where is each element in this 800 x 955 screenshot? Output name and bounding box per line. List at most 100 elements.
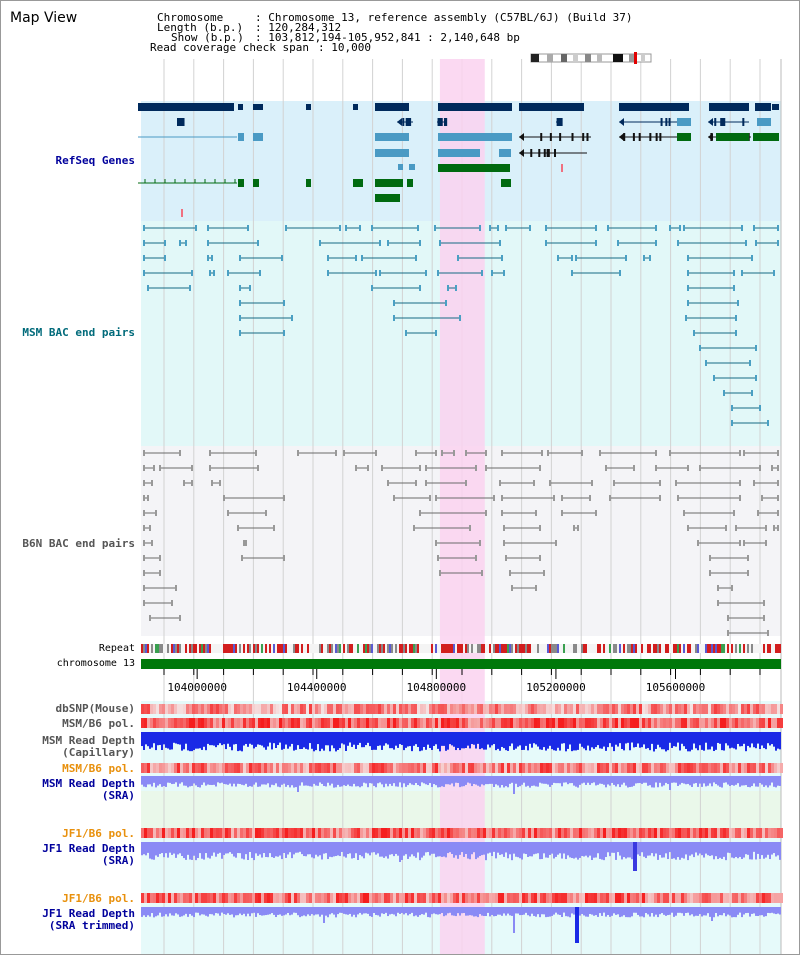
gene-feature [306, 179, 311, 187]
gene-feature [375, 133, 409, 141]
heat-cell [762, 893, 765, 903]
depth-bar [353, 732, 355, 745]
repeat-element [665, 644, 667, 653]
depth-bar [571, 732, 573, 752]
repeat-element [401, 644, 403, 653]
heat-cell [585, 718, 588, 728]
heat-cell [759, 763, 762, 773]
depth-bar [387, 732, 389, 745]
gene-feature [755, 103, 771, 111]
repeat-element [707, 644, 709, 653]
depth-bar [763, 776, 765, 787]
depth-bar [315, 732, 317, 751]
bac-end [257, 240, 259, 246]
depth-bar [501, 732, 503, 747]
heat-cell [279, 893, 282, 903]
selection-highlight[interactable] [439, 59, 485, 955]
heat-cell [162, 828, 165, 838]
depth-bar [763, 842, 765, 859]
bac-end [739, 540, 741, 546]
heat-cell [615, 718, 618, 728]
bac-end [155, 510, 157, 516]
depth-bar [341, 732, 343, 744]
repeat-element [505, 644, 507, 653]
heat-cell [579, 893, 582, 903]
depth-bar [401, 732, 403, 745]
heat-cell [318, 704, 321, 714]
heat-cell [426, 704, 429, 714]
depth-bar [375, 842, 377, 855]
heat-cell [651, 704, 654, 714]
heat-cell [342, 763, 345, 773]
repeat-element [545, 644, 547, 653]
heat-cell [243, 718, 246, 728]
depth-bar [437, 842, 439, 857]
bac-end [693, 330, 695, 336]
depth-bar [429, 907, 431, 918]
heat-cell [717, 718, 720, 728]
depth-bar [587, 732, 589, 746]
heat-cell [237, 718, 240, 728]
heat-cell [519, 704, 522, 714]
heat-cell [336, 763, 339, 773]
depth-bar [489, 907, 491, 917]
track-label-refseq[interactable]: RefSeq Genes [55, 154, 135, 167]
heat-cell [339, 718, 342, 728]
heat-cell [723, 763, 726, 773]
heat-cell [444, 704, 447, 714]
heat-cell [201, 763, 204, 773]
heat-cell [663, 893, 666, 903]
axis-tick-label: 104800000 [407, 681, 467, 694]
depth-bar [727, 776, 729, 785]
depth-bar [467, 776, 469, 783]
heat-cell [540, 718, 543, 728]
depth-bar [555, 907, 557, 913]
depth-bar [579, 842, 581, 858]
bac-end [777, 225, 779, 231]
depth-bar [625, 732, 627, 744]
depth-bar [183, 907, 185, 916]
repeat-element [235, 644, 237, 653]
heat-cell [288, 763, 291, 773]
heat-cell [552, 893, 555, 903]
bac-end [655, 465, 657, 471]
depth-bar [405, 907, 407, 914]
heat-cell [159, 704, 162, 714]
depth-bar [313, 907, 315, 916]
depth-bar [717, 907, 719, 917]
heat-cell [345, 763, 348, 773]
heat-cell [147, 763, 150, 773]
bac-end [143, 255, 145, 261]
heat-cell [771, 763, 774, 773]
heat-cell [321, 828, 324, 838]
bac-end [189, 285, 191, 291]
bac-end [257, 465, 259, 471]
bac-end [777, 495, 779, 501]
depth-bar [329, 776, 331, 786]
repeat-element [755, 644, 757, 653]
depth-bar [605, 842, 607, 858]
ideogram-position-marker [634, 52, 637, 64]
depth-bar [693, 732, 695, 744]
depth-bar [569, 732, 571, 745]
repeat-element [335, 644, 337, 653]
track-label-msm-bac[interactable]: MSM BAC end pairs [22, 326, 135, 339]
depth-bar [279, 776, 281, 788]
depth-bar [717, 776, 719, 786]
heat-cell [537, 893, 540, 903]
heat-cell [315, 893, 318, 903]
depth-bar [277, 842, 279, 857]
depth-bar [591, 907, 593, 915]
heat-cell [324, 704, 327, 714]
bac-end [425, 270, 427, 276]
heat-cell [315, 704, 318, 714]
depth-bar [713, 842, 715, 860]
depth-bar [657, 842, 659, 860]
heat-cell [657, 828, 660, 838]
track-label-b6n-bac[interactable]: B6N BAC end pairs [22, 537, 135, 550]
repeat-element [257, 644, 259, 653]
depth-bar [195, 842, 197, 861]
depth-bar [297, 842, 299, 853]
depth-bar [223, 776, 225, 784]
